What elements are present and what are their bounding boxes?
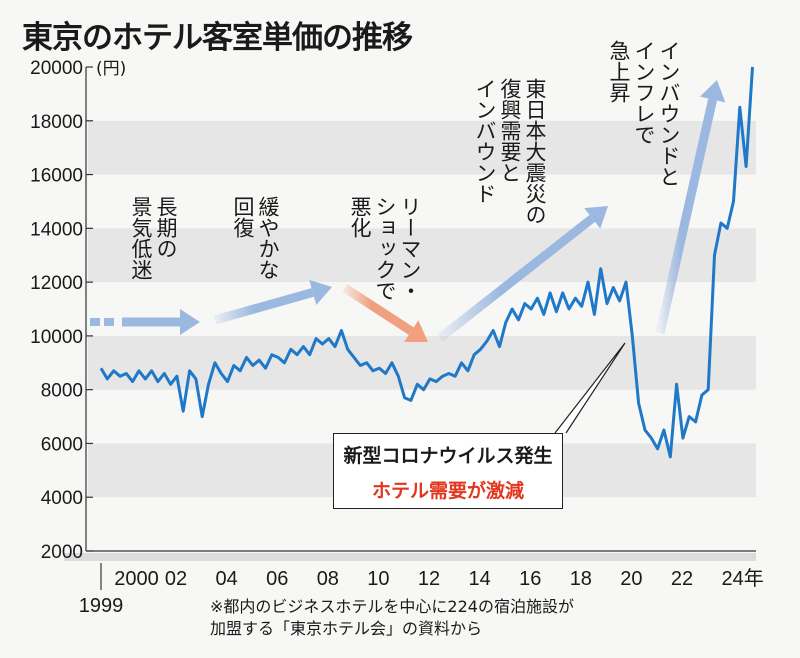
- callout-pointer: [554, 342, 626, 434]
- annotation-lehman-shock: リーマン・ ショックで 悪化: [348, 196, 422, 301]
- x-tick-label: 10: [367, 568, 389, 590]
- covid-callout: 新型コロナウイルス発生 ホテル需要が激減: [333, 433, 563, 509]
- x-tick-label: 14: [469, 568, 491, 590]
- annotation-long-recession: 長期の 景気低迷: [129, 196, 178, 280]
- arrow-lehman-decline: [342, 284, 428, 342]
- annotation-inbound-inflation: インバウンドと インフレで 急上昇: [607, 40, 681, 187]
- covid-callout-line1: 新型コロナウイルス発生: [343, 445, 553, 467]
- y-tick-label: 2000: [41, 542, 83, 563]
- y-tick-label: 16000: [30, 166, 83, 187]
- grid-band: [88, 228, 756, 283]
- x-tick-label: 24年: [722, 567, 764, 590]
- x-tick-label: 1999: [79, 595, 124, 617]
- x-tick-label: 2000: [114, 568, 159, 590]
- arrow-gradual-recovery: [213, 279, 332, 325]
- y-tick-label: 20000: [30, 58, 83, 79]
- y-tick-label: 4000: [41, 488, 83, 509]
- arrow-earthquake-recovery: [437, 206, 608, 342]
- y-tick-label: 18000: [30, 112, 83, 133]
- grid-band: [88, 335, 756, 390]
- x-tick-label: 02: [165, 568, 187, 590]
- x-tick-label: 16: [519, 568, 541, 590]
- x-tick-label: 04: [216, 568, 238, 590]
- source-note: ※都内のビジネスホテルを中心に224の宿泊施設が 加盟する「東京ホテル会」の資料…: [210, 597, 574, 638]
- x-tick-label: 06: [266, 568, 288, 590]
- x-tick-label: 22: [671, 568, 693, 590]
- chart-title: 東京のホテル客室単価の推移: [22, 20, 413, 56]
- y-tick-label: 6000: [41, 434, 83, 455]
- y-tick-label: 12000: [30, 273, 83, 294]
- annotation-earthquake-recovery: 東日本大震災の 復興需要と インバウンド: [473, 78, 547, 225]
- x-tick-label: 20: [620, 568, 642, 590]
- y-tick-label: 10000: [30, 327, 83, 348]
- axis-strip: [64, 553, 756, 561]
- x-tick-label: 08: [317, 568, 339, 590]
- annotation-gradual-recovery: 緩やかな 回復: [231, 196, 280, 280]
- y-tick-label: 14000: [30, 219, 83, 240]
- covid-callout-line2: ホテル需要が激減: [371, 480, 524, 502]
- x-tick-label: 12: [418, 568, 440, 590]
- x-tick-label: 18: [570, 568, 592, 590]
- series-line: [99, 66, 754, 459]
- y-axis-unit: (円): [96, 59, 126, 79]
- grid-band: [88, 120, 756, 175]
- y-tick-label: 8000: [41, 381, 83, 402]
- arrow-long-recession: [122, 309, 200, 335]
- arrow-inbound-surge: [655, 80, 726, 334]
